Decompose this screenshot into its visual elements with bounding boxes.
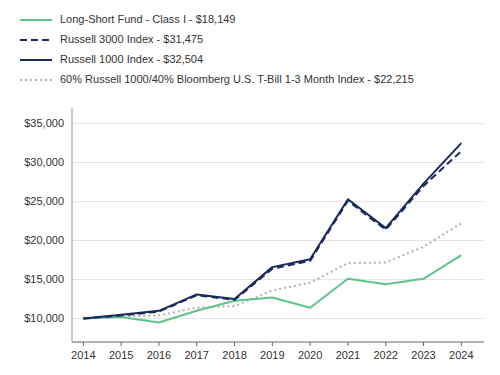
grid-line [72, 162, 484, 163]
x-tick-label: 2024 [449, 349, 473, 361]
x-tick-label: 2018 [222, 349, 246, 361]
y-tick-labels: $10,000 $15,000 $20,000 $25,000 $30,000 $35,0… [24, 117, 64, 324]
y-tick-label: $10,000 [24, 312, 64, 324]
legend-swatch [20, 19, 52, 21]
series-line [83, 223, 461, 318]
y-tick-label: $15,000 [24, 273, 64, 285]
x-tick [158, 342, 159, 346]
x-tick [83, 342, 84, 346]
x-tick-label: 2020 [298, 349, 322, 361]
legend: Long-Short Fund - Class I - $18,149 Russe… [20, 13, 414, 85]
grid-line [72, 240, 484, 241]
y-tick-label: $20,000 [24, 234, 64, 246]
x-tick [461, 342, 462, 346]
grid-line [72, 201, 484, 202]
legend-label: Russell 1000 Index - $32,504 [60, 53, 203, 65]
x-tick-label: 2017 [184, 349, 208, 361]
x-tick [310, 342, 311, 346]
grid-line [72, 123, 484, 124]
y-tick-label: $30,000 [24, 156, 64, 168]
x-tick-labels: 2014 2015 2016 2017 2018 2019 2020 2021 2022 2023… [71, 342, 473, 361]
x-tick-label: 2023 [411, 349, 435, 361]
x-tick [196, 342, 197, 346]
x-tick-label: 2019 [260, 349, 284, 361]
y-axis-line [72, 108, 73, 342]
series-line [83, 143, 461, 319]
x-tick [234, 342, 235, 346]
legend-label: Long-Short Fund - Class I - $18,149 [60, 13, 235, 25]
x-tick [121, 342, 122, 346]
x-tick [272, 342, 273, 346]
x-tick-label: 2022 [373, 349, 397, 361]
legend-label: Russell 3000 Index - $31,475 [60, 33, 203, 45]
plot-area [83, 143, 461, 322]
series-line [83, 151, 461, 319]
x-tick-label: 2021 [336, 349, 360, 361]
x-tick [347, 342, 348, 346]
legend-label: 60% Russell 1000/40% Bloomberg U.S. T-Bi… [60, 73, 414, 85]
legend-swatch [20, 79, 52, 81]
x-tick-label: 2014 [71, 349, 95, 361]
y-grid [72, 124, 484, 319]
x-tick-label: 2016 [147, 349, 171, 361]
x-tick-label: 2015 [109, 349, 133, 361]
legend-swatch [20, 59, 52, 61]
legend-swatch [20, 39, 52, 41]
chart: $10,000 $15,000 $20,000 $25,000 $30,000 $35,0… [0, 0, 500, 375]
x-tick [385, 342, 386, 346]
x-axis-line [72, 342, 484, 343]
x-tick [423, 342, 424, 346]
y-tick-label: $35,000 [24, 117, 64, 129]
y-tick-label: $25,000 [24, 195, 64, 207]
